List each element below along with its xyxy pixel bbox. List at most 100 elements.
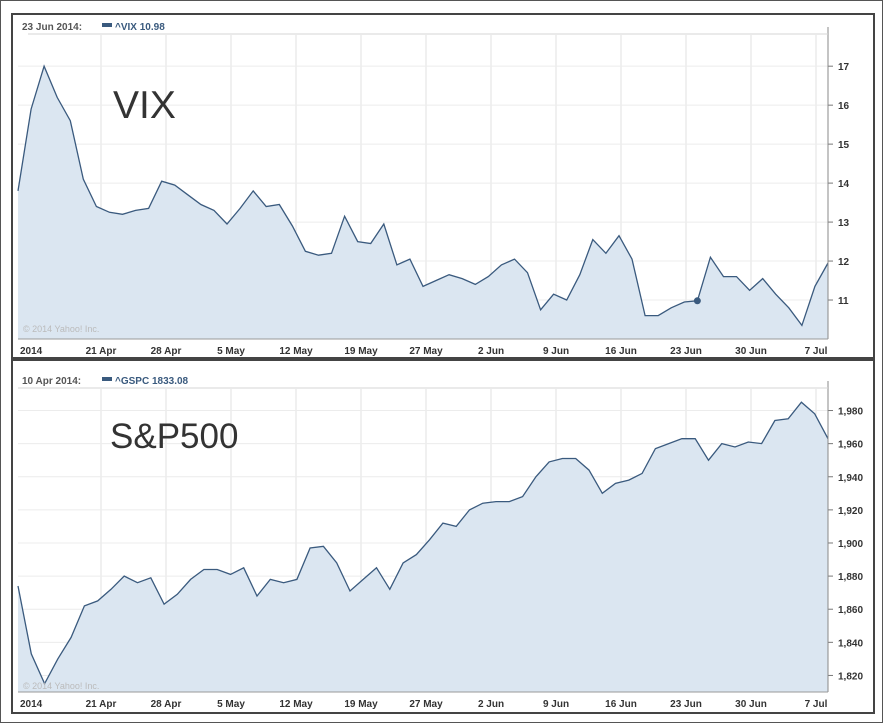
spx-chart: 1,820 1,840 1,860 1,880 1,900 1,920 1,940 1,960… [17,376,863,710]
data-point [747,440,750,443]
series-line [17,64,829,327]
data-point [121,213,124,216]
legend-swatch [102,23,112,27]
data-point [186,193,189,196]
data-point [591,238,594,241]
data-point [82,178,85,181]
data-point [216,568,219,571]
data-point [330,252,333,255]
header-symbol: ^GSPC 1833.08 [115,376,189,387]
x-tick-label: 23 Jun [670,699,702,710]
data-point [56,657,59,660]
header-symbol: ^VIX 10.98 [115,22,165,33]
data-point [604,252,607,255]
data-point [408,258,411,261]
data-point [395,263,398,266]
y-tick-label: 16 [838,101,850,112]
data-point [335,561,338,564]
data-point [69,119,72,122]
y-tick-label: 1,960 [838,440,863,451]
series-area [18,66,828,339]
data-point [202,568,205,571]
series-line [17,401,829,686]
data-point [694,437,697,440]
data-point [160,180,163,183]
data-point [800,324,803,327]
data-point [149,576,152,579]
y-tick-label: 1,840 [838,638,863,649]
data-point [356,240,359,243]
x-tick-label: 27 May [409,699,443,710]
data-point [787,417,790,420]
header-date: 23 Jun 2014: [22,22,82,33]
y-tick-label: 1,920 [838,506,863,517]
data-point [709,256,712,259]
data-point [317,254,320,257]
data-point [278,203,281,206]
data-point [30,108,33,111]
legend-swatch [102,377,112,381]
copyright: © 2014 Yahoo! Inc. [23,681,99,691]
data-point [256,594,259,597]
spx-chart-panel: 1,820 1,840 1,860 1,880 1,900 1,920 1,940 1,960… [11,359,875,714]
x-tick-label: 2 Jun [478,699,504,710]
data-point [539,308,542,311]
x-tick-label: 2014 [20,346,43,357]
data-point [269,578,272,581]
x-tick-label: 23 Jun [670,346,702,357]
data-point [800,401,803,404]
data-point [500,263,503,266]
data-point [680,437,683,440]
x-axis-ticks: 2014 21 Apr 28 Apr 5 May 12 May 19 May 27 May 2… [18,338,828,357]
y-tick-label: 1,880 [838,572,863,583]
x-tick-label: 16 Jun [605,699,637,710]
data-point [760,442,763,445]
y-tick-label: 1,820 [838,671,863,682]
data-point [813,412,816,415]
data-point [627,479,630,482]
data-point [441,522,444,525]
data-point [720,442,723,445]
data-point [265,205,268,208]
data-point [30,652,33,655]
y-tick-label: 1,940 [838,473,863,484]
x-tick-label: 7 Jul [805,346,828,357]
data-point [252,189,255,192]
data-point [461,277,464,280]
data-point [455,525,458,528]
x-tick-label: 2014 [20,699,43,710]
data-point [773,419,776,422]
y-tick-label: 1,900 [838,539,863,550]
data-point [565,299,568,302]
data-point [601,492,604,495]
data-point [735,275,738,278]
data-point [56,96,59,99]
data-point [362,578,365,581]
data-point [534,475,537,478]
data-point [513,258,516,261]
data-point [147,207,150,210]
data-point [322,545,325,548]
data-point [343,215,346,218]
x-tick-label: 16 Jun [605,346,637,357]
x-tick-label: 5 May [217,346,245,357]
y-axis-ticks: 1,820 1,840 1,860 1,880 1,900 1,920 1,940 1,960… [827,381,863,692]
data-point [617,234,620,237]
y-tick-label: 15 [838,140,850,151]
data-point [670,306,673,309]
x-tick-label: 21 Apr [86,346,117,357]
data-point [309,546,312,549]
data-point [587,469,590,472]
data-point [761,277,764,280]
data-point [375,566,378,569]
data-point [428,538,431,541]
data-point [199,203,202,206]
vix-chart-panel: 11 12 13 14 15 16 17 2014 21 Apr 28 Apr 5 May 12 M… [11,13,875,359]
data-point [83,604,86,607]
y-tick-label: 1,860 [838,605,863,616]
data-point [17,189,20,192]
data-point [654,447,657,450]
data-point [123,575,126,578]
data-point [813,285,816,288]
